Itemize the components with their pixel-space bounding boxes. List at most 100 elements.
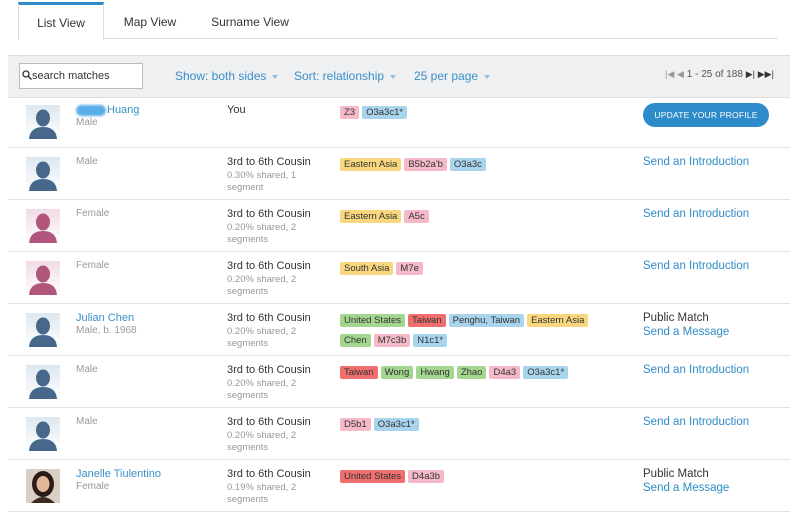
avatar-image [26,313,60,347]
match-row: Julian Chen Male, b. 1968 3rd to 6th Cousi… [8,304,790,356]
tag: M7e [396,262,423,275]
match-subtitle: Male [76,416,98,427]
prev-page[interactable]: ◀ [677,69,684,79]
action-link[interactable]: Send a Message [643,482,730,494]
match-row: Female 3rd to 6th Cousin 0.20% shared, 2 s… [8,200,790,252]
tab-bar: List View Map View Surname View [18,0,778,40]
avatar [26,365,60,399]
tag: Eastern Asia [527,314,589,327]
tag: Eastern Asia [340,158,402,171]
update-profile-button[interactable]: UPDATE YOUR PROFILE [643,103,769,127]
avatar [26,157,60,191]
tab[interactable]: Map View [123,15,177,29]
match-name[interactable]: Janelle Tiulentino [76,468,161,480]
name-text: Huang [107,104,140,116]
tag: Chen [340,334,371,347]
tag: A5c [404,210,429,223]
toolbar: search matches Show: both sides Sort: re… [8,55,790,98]
tab[interactable]: List View [18,2,104,40]
per-page-filter[interactable]: 25 per page [414,69,490,83]
first-page[interactable]: |◀ [665,69,675,79]
tag: B5b2a'b [404,158,447,171]
avatar-image [26,417,60,451]
match-subtitle: Male [76,117,98,128]
shared-dna: 0.20% shared, 2 segments [227,222,297,245]
relationship: 3rd to 6th Cousin [227,468,311,480]
tag-list: United States Taiwan Penghu, Taiwan Eastern… [340,310,620,350]
show-filter[interactable]: Show: both sides [175,69,278,83]
last-page[interactable]: ▶▶| [757,69,774,79]
match-row: Huang Male You Z3 O3a3c1* UPDATE YOUR PROFILE [8,96,790,148]
tag-list: Eastern Asia B5b2a'b O3a3c [340,154,620,174]
match-subtitle: Female [76,260,110,271]
action-link[interactable]: Send a Message [643,326,730,338]
tag: N1c1* [413,334,448,347]
tag: Eastern Asia [340,210,402,223]
action-link[interactable]: Send an Introduction [643,416,750,428]
match-status: Public Match [643,312,709,324]
page: {"tabs":["List View","Map View","Surname… [0,0,793,501]
search-box[interactable]: search matches [19,63,143,89]
relationship: 3rd to 6th Cousin [227,156,311,168]
tag: D4a3 [489,366,521,379]
relationship: 3rd to 6th Cousin [227,260,311,272]
avatar-image [26,261,60,295]
match-list: Huang Male You Z3 O3a3c1* UPDATE YOUR PROFILE… [8,96,790,512]
match-name[interactable]: Julian Chen [76,312,134,324]
tag: United States [340,470,406,483]
tag-list: United States D4a3b [340,466,620,486]
tag: Taiwan [408,314,446,327]
tag: O3a3c1* [523,366,569,379]
shared-dna: 0.20% shared, 2 segments [227,378,297,401]
action-link[interactable]: Send an Introduction [643,364,750,376]
tag: Zhao [456,366,487,379]
match-subtitle: Female [76,208,110,219]
tag: D4a3b [408,470,445,483]
avatar-image [26,105,60,139]
tag-list: Taiwan Wong Hwang Zhao D4a3 O3a3c1* [340,362,620,382]
sort-filter[interactable]: Sort: relationship [294,69,396,83]
tag-list: Eastern Asia A5c [340,206,620,226]
relationship: 3rd to 6th Cousin [227,208,311,220]
action-link[interactable]: Send an Introduction [643,260,750,272]
tag: O3a3c1* [373,418,419,431]
tag: O3a3c [449,158,486,171]
shared-dna: 0.30% shared, 1 segment [227,170,297,193]
pagination: |◀ ◀ 1 - 25 of 188 ▶| ▶▶| [665,69,774,80]
action-link[interactable]: Send an Introduction [643,156,750,168]
avatar [26,209,60,243]
avatar [26,417,60,451]
name-text: Janelle Tiulentino [76,468,162,480]
tag: D5b1 [340,418,371,431]
match-status: Public Match [643,468,709,480]
relationship: You [227,104,246,116]
avatar-image [26,469,60,503]
shared-dna: 0.20% shared, 2 segments [227,326,297,349]
next-page[interactable]: ▶| [745,69,755,79]
avatar-image [26,365,60,399]
avatar-image [26,209,60,243]
match-row: Female 3rd to 6th Cousin 0.20% shared, 2 s… [8,252,790,304]
tag: Hwang [416,366,454,379]
match-name[interactable]: Huang [76,104,139,116]
search-icon [22,70,32,80]
match-row: Janelle Tiulentino Female 3rd to 6th Cousi… [8,460,790,512]
match-subtitle: Male [76,364,98,375]
tag-list: D5b1 O3a3c1* [340,414,620,434]
relationship: 3rd to 6th Cousin [227,364,311,376]
name-text: Julian Chen [76,312,135,324]
match-row: Male 3rd to 6th Cousin 0.30% shared, 1 seg… [8,148,790,200]
relationship: 3rd to 6th Cousin [227,416,311,428]
tab[interactable]: Surname View [211,15,289,29]
shared-dna: 0.20% shared, 2 segments [227,274,297,297]
tag: Wong [380,366,414,379]
avatar-image [26,157,60,191]
avatar [26,105,60,139]
search-placeholder: search matches [32,70,110,82]
match-subtitle: Male [76,156,98,167]
tag: Z3 [340,106,360,119]
avatar [26,469,60,503]
tag: United States [340,314,406,327]
action-link[interactable]: Send an Introduction [643,208,750,220]
relationship: 3rd to 6th Cousin [227,312,311,324]
